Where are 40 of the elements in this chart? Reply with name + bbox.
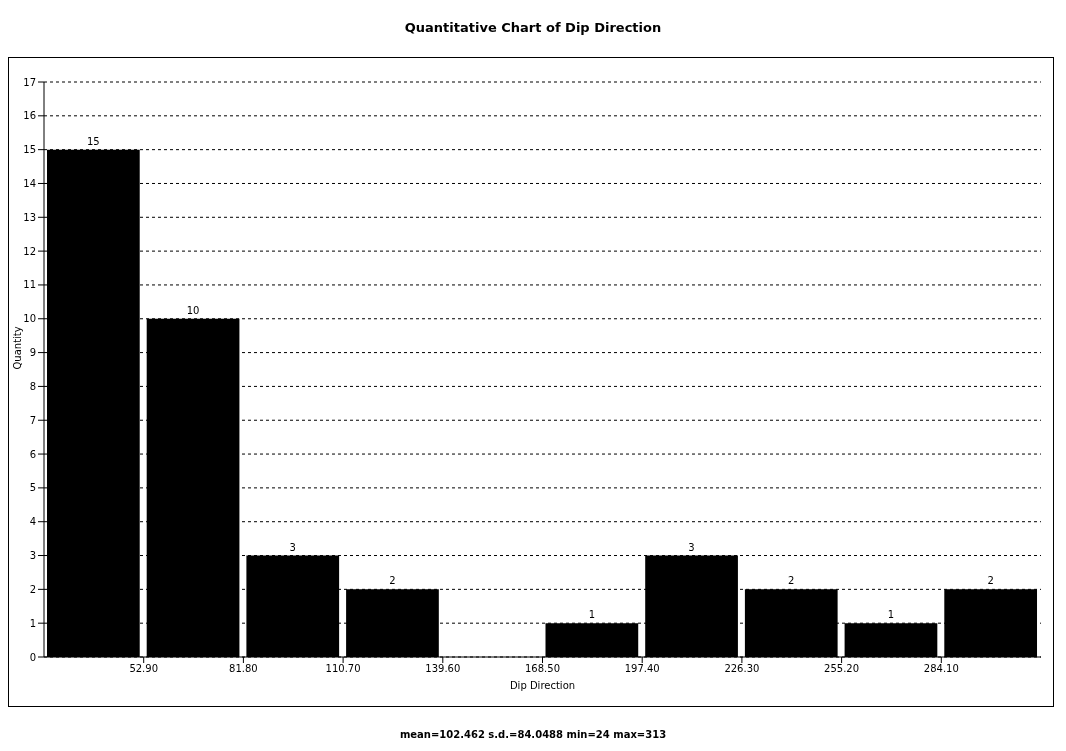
data-label: 3 [289,541,296,553]
y-tick-label: 15 [23,144,36,156]
chart-title: Quantitative Chart of Dip Direction [403,20,663,35]
y-tick-label: 16 [23,110,36,122]
x-tick-label: 168.50 [525,663,560,675]
y-tick-label: 13 [23,211,36,223]
y-tick-label: 8 [29,380,36,392]
x-tick-label: 197.40 [624,663,660,675]
y-tick-label: 10 [23,313,36,325]
y-tick-label: 2 [29,583,36,595]
y-tick-label: 1 [29,617,36,629]
x-tick-label: 110.70 [325,663,361,675]
y-tick-label: 12 [23,245,36,257]
x-tick-label: 255.20 [824,663,860,675]
x-axis-title: Dip Direction [509,680,576,691]
x-tick-label: 52.90 [129,663,159,675]
y-tick-label: 5 [29,482,36,494]
y-tick-label: 7 [29,414,36,426]
y-tick-label: 4 [29,516,36,528]
x-tick-label: 226.30 [724,663,760,675]
y-tick-label: 6 [29,448,36,460]
data-label: 2 [788,575,795,587]
data-label: 1 [887,609,895,621]
text: mean=102.462 s.d.=84.0488 min=24 max=313 [398,729,668,740]
y-tick-label: 0 [29,651,36,663]
x-tick-label: 284.10 [923,663,959,675]
y-tick-label: 17 [23,76,36,88]
data-label: 3 [688,541,695,553]
data-label: 15 [86,135,100,147]
y-axis-title: Quantity [11,326,23,370]
x-tick-label: 81.80 [229,663,258,675]
y-tick-label: 11 [23,279,36,291]
data-label: 10 [186,304,200,316]
y-tick-label: 9 [29,347,36,359]
data-label: 2 [389,575,396,587]
x-tick-label: 139.60 [425,663,461,675]
data-label: 1 [588,609,596,621]
y-tick-label: 14 [23,178,36,190]
y-tick-label: 3 [29,550,36,562]
data-label: 2 [987,575,994,587]
